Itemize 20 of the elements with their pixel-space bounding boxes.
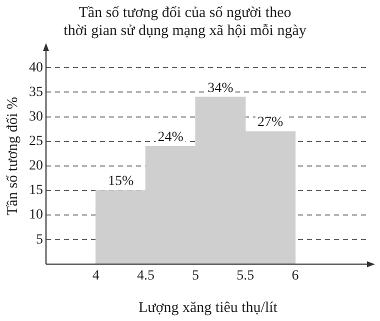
y-tick-label: 40 (29, 60, 43, 76)
x-tick-label: 5 (192, 268, 200, 284)
y-axis-title: Tần số tương đối % (4, 96, 21, 216)
y-tick-label: 10 (29, 208, 43, 223)
y-tick-label: 20 (29, 158, 43, 174)
data-label: 34% (208, 80, 234, 96)
chart-title: Tần số tương đối của số người theo thời gian sử dụng mạng xã hội mỗi ngày (64, 4, 307, 39)
y-tick-label: 35 (29, 84, 43, 100)
x-axis-title: Lượng xăng tiêu thụ/lít (138, 300, 278, 316)
y-tick-label: 15 (29, 183, 43, 198)
data-label: 27% (257, 115, 284, 130)
y-tick-label: 25 (29, 134, 43, 150)
data-label: 15% (108, 174, 134, 190)
y-tick-label: 5 (36, 232, 43, 248)
y-tick-label: 30 (29, 109, 43, 124)
x-tick-label: 5.5 (236, 268, 254, 284)
x-tick-label: 4.5 (136, 268, 154, 284)
x-tick-label: 4 (92, 268, 100, 284)
data-label: 24% (158, 130, 184, 145)
x-tick-label: 6 (292, 268, 299, 284)
